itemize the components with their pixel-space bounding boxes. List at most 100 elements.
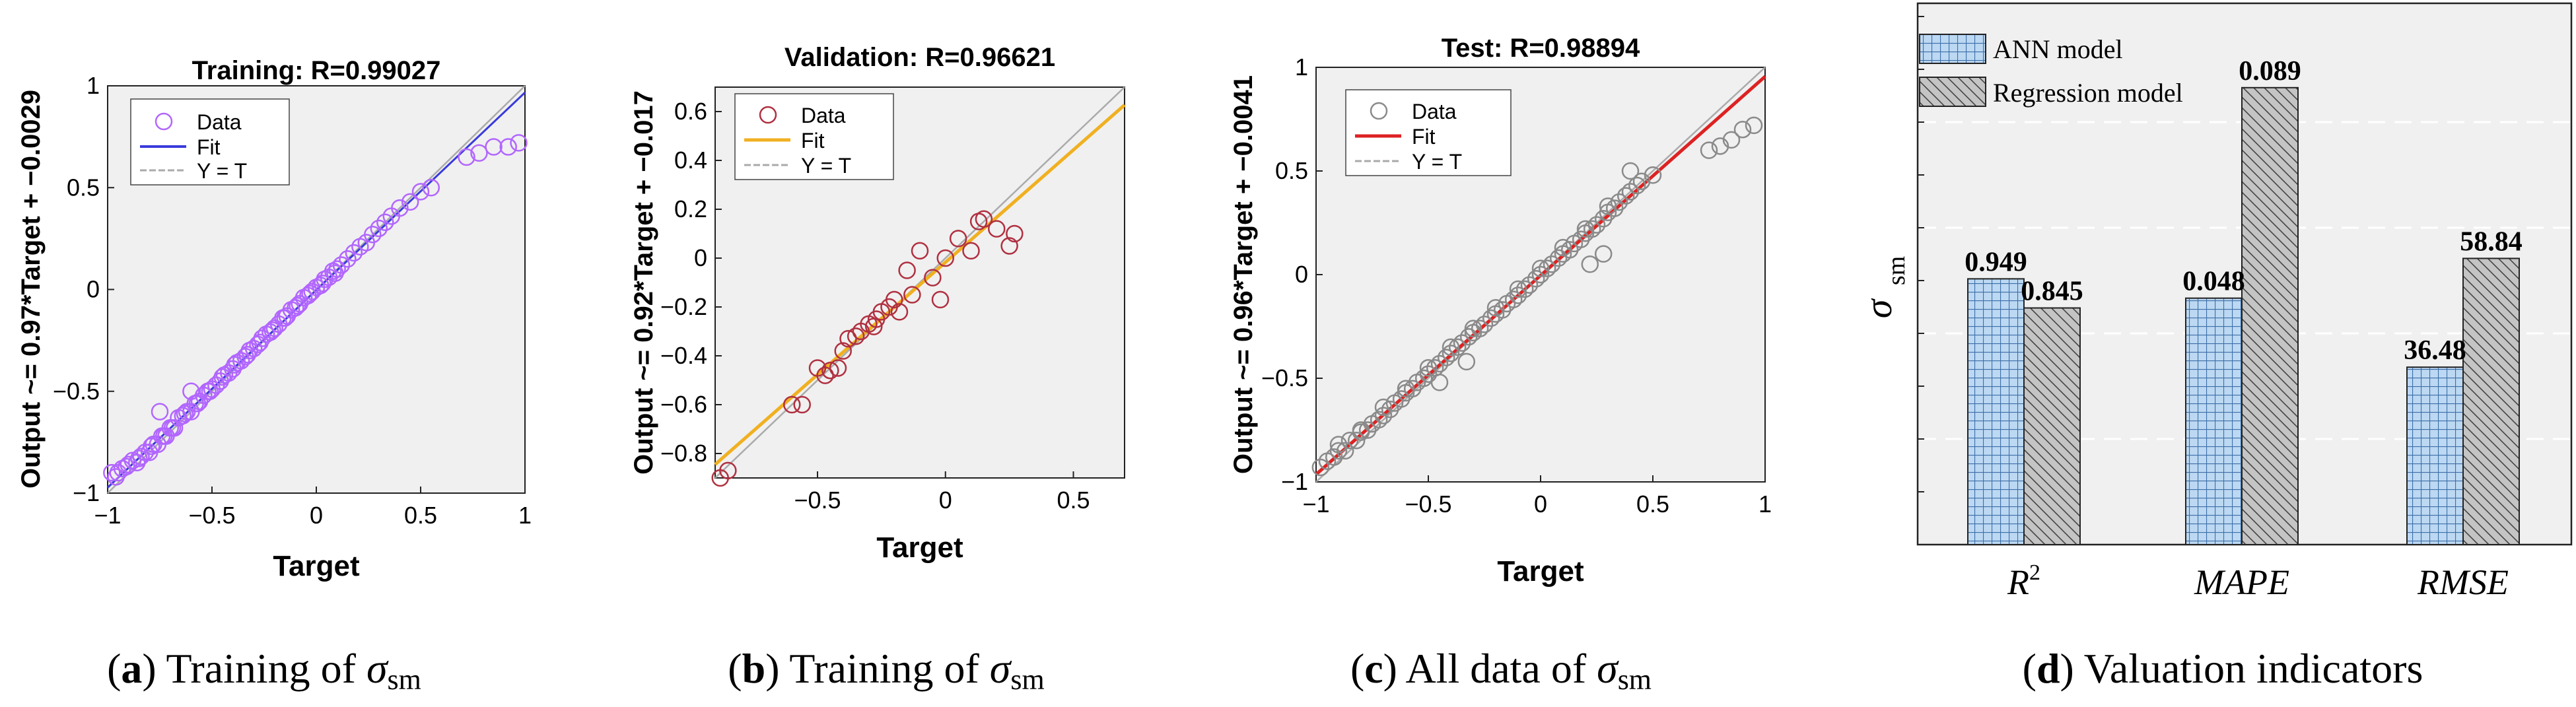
panel-c-data-points	[1311, 116, 1763, 477]
pb-data-point	[911, 242, 929, 260]
caption-b-body: Training of	[789, 645, 989, 692]
pc-data-point	[1329, 442, 1348, 460]
pa-data-point	[213, 368, 232, 386]
pc-data-point	[1745, 116, 1763, 135]
pa-data-point	[120, 455, 137, 474]
panel-a-y-ticks: −1 −0.5 0 0.5 1	[53, 72, 114, 506]
pc-data-point	[1700, 141, 1718, 159]
pa-data-point	[289, 296, 306, 315]
pb-data-point	[975, 210, 993, 228]
pc-data-point	[1509, 280, 1527, 298]
pa-data-point	[314, 274, 331, 292]
panel-d-categories: R2 MAPE RMSE	[2007, 560, 2509, 602]
label-regression-mape: 0.089	[2239, 56, 2301, 86]
caption-d-text: (d) Valuation indicators	[2023, 645, 2423, 692]
caption-c: (c) All data of σsm	[1350, 645, 1652, 696]
panel-b-legend-yt: Y = T	[801, 154, 851, 178]
legend-swatch-regression	[1919, 77, 1986, 107]
pc-ytick-label: 1	[1295, 53, 1308, 81]
pc-ytick-label: 0	[1295, 261, 1308, 288]
panel-c-legend-fit: Fit	[1412, 125, 1436, 149]
bar-regression-mape	[2241, 86, 2299, 545]
pa-data-point	[364, 225, 382, 244]
pc-data-point	[1543, 255, 1561, 273]
panel-a-legend-fit: Fit	[197, 135, 221, 159]
pb-data-point	[865, 318, 883, 335]
pa-xtick-label: −1	[94, 502, 121, 529]
pc-data-point	[1419, 359, 1438, 377]
pc-data-point	[1397, 380, 1415, 397]
pc-data-point	[1482, 309, 1500, 327]
pc-data-point	[1471, 320, 1489, 337]
panel-a-y-label: Output ~= 0.97*Target + −0.0029	[17, 90, 46, 488]
panel-b-validation: Validation: R=0.96621 Target Output ~= 0…	[629, 43, 1126, 564]
panel-a-training: Training: R=0.99027 Target Output ~= 0.9…	[17, 56, 532, 582]
panel-a-legend-yt: Y = T	[197, 159, 247, 183]
pc-data-point	[1442, 345, 1460, 362]
pc-data-point	[1374, 398, 1393, 417]
pc-data-point	[1621, 162, 1640, 180]
panel-c-title: Test: R=0.98894	[1442, 34, 1640, 63]
caption-d: (d) Valuation indicators	[2023, 645, 2423, 692]
pb-data-point	[867, 310, 886, 328]
panel-c-legend-data: Data	[1412, 100, 1457, 123]
panel-b-legend-data-marker	[759, 106, 777, 124]
pa-data-point	[422, 179, 440, 197]
panel-c-legend: Data Fit Y = T	[1345, 89, 1512, 176]
pb-ytick-label: −0.4	[660, 342, 707, 369]
pc-data-point	[1605, 199, 1624, 217]
pc-data-point	[1610, 193, 1628, 211]
pa-xtick-label: 1	[518, 502, 532, 529]
bar-regression-r	[2023, 307, 2081, 545]
panel-c-legend-box	[1345, 89, 1512, 176]
pa-data-point	[339, 250, 357, 268]
panel-c-x-label: Target	[1497, 555, 1584, 588]
pa-data-point	[301, 285, 319, 302]
caption-b-sub: sm	[1010, 663, 1044, 696]
panel-c-y-ticks: −1 −0.5 0 0.5 1	[1261, 53, 1323, 495]
pa-data-point	[345, 244, 363, 262]
pa-data-point	[107, 468, 125, 486]
pc-data-point	[1581, 255, 1599, 273]
pc-data-point	[1381, 400, 1399, 419]
panel-b-y-ticks: −0.8 −0.6 −0.4 −0.2 0 0.2 0.4 0.6	[660, 98, 722, 467]
pc-data-point	[1358, 421, 1377, 439]
panel-d-y-label: σ sm	[1857, 256, 1910, 318]
pb-data-point	[890, 303, 909, 321]
pa-ytick-label: −0.5	[53, 378, 100, 405]
pb-data-point	[829, 359, 847, 377]
pb-ytick-label: −0.6	[660, 391, 707, 418]
panel-a-title: Training: R=0.99027	[192, 56, 441, 85]
panel-b-legend-data: Data	[801, 104, 846, 127]
panel-d-legend: ANN model Regression model	[1919, 34, 2183, 108]
pa-data-point	[130, 450, 148, 467]
pb-xtick-label: 0	[939, 487, 952, 514]
pb-data-point	[962, 242, 980, 260]
pc-data-point	[1437, 349, 1455, 366]
pb-data-point	[719, 461, 737, 480]
pc-data-point	[1403, 380, 1422, 397]
legend-swatch-ann	[1919, 34, 1986, 64]
pc-data-point	[1531, 265, 1550, 284]
pc-data-point	[1453, 334, 1471, 352]
pa-data-point	[103, 463, 121, 482]
pa-data-point	[174, 407, 192, 425]
pa-data-point	[470, 144, 488, 162]
pa-ytick-label: 0	[87, 276, 100, 303]
pb-ytick-label: 0.6	[674, 98, 707, 125]
pb-data-point	[1006, 224, 1024, 243]
category-name: MAPE	[2194, 562, 2289, 602]
caption-c-sym: σ	[1597, 645, 1619, 692]
pa-ytick-label: 0.5	[67, 174, 100, 201]
pb-xtick-label: −0.5	[794, 487, 841, 514]
pc-data-point	[1549, 249, 1568, 267]
caption-b-label: b	[742, 645, 766, 692]
pa-data-point	[510, 134, 528, 152]
pc-ytick-label: 0.5	[1275, 157, 1308, 184]
pc-data-point	[1347, 431, 1366, 450]
pc-data-point	[1459, 327, 1478, 346]
pc-data-point	[1722, 131, 1741, 149]
panel-b-y-label: Output ~= 0.92*Target + −0.017	[629, 90, 658, 475]
panel-c-legend-data-marker	[1370, 102, 1388, 120]
